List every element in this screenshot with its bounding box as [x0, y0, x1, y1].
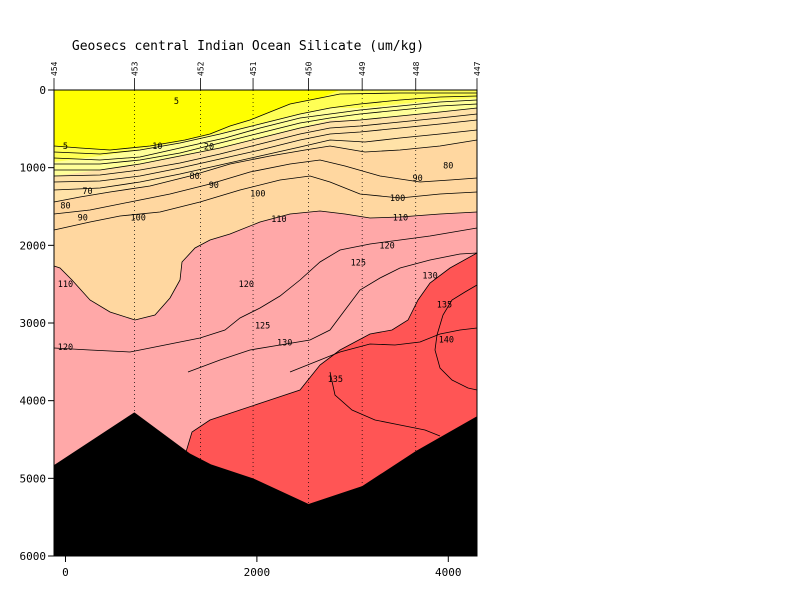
contour-line: [53, 113, 478, 177]
x-axis: 0 2000 4000: [62, 556, 462, 579]
contour-line: [53, 175, 478, 231]
zone-lt-10: [54, 90, 340, 150]
y-tick-label: 2000: [20, 239, 47, 252]
contour-label: 110: [58, 280, 73, 290]
contour-label: 100: [131, 213, 146, 223]
contour-label: 120: [239, 280, 254, 290]
contour-label: 10: [152, 142, 162, 152]
station-labels: 454 453 452 451 450 449 448 447: [50, 61, 482, 76]
station-label: 448: [412, 61, 421, 76]
contour-line: [53, 227, 478, 353]
y-tick-label: 5000: [20, 472, 47, 485]
contour-line: [53, 129, 478, 191]
station-label: 447: [473, 61, 482, 76]
contour-label: 5: [174, 97, 179, 107]
plot-area: 454 453 452 451 450 449 448 447 5 5 10 20 80 90 80 90 1…: [50, 61, 482, 556]
station-label: 454: [50, 61, 59, 76]
contour-label: 120: [58, 343, 73, 353]
contour-line: [54, 103, 478, 165]
contour-label: 120: [379, 241, 394, 251]
contour-line: [53, 139, 478, 203]
seafloor: [54, 412, 477, 556]
contour-label: 80: [60, 202, 70, 212]
contour-line: [434, 284, 478, 391]
y-tick-label: 6000: [20, 550, 47, 563]
y-tick-label: 3000: [20, 317, 47, 330]
station-label: 450: [305, 61, 314, 76]
contour-label: 130: [422, 272, 437, 282]
chart-title: Geosecs central Indian Ocean Silicate (u…: [72, 39, 424, 54]
contour-label: 100: [250, 189, 265, 199]
contour-line: [53, 159, 478, 215]
contour-label: 125: [351, 258, 366, 268]
contour-line: [185, 252, 478, 453]
contour-label: 125: [255, 321, 270, 331]
contour-label: 80: [190, 172, 200, 182]
contour-line: [53, 99, 478, 161]
contour-line: [53, 210, 478, 321]
contour-labels: 5 5 10 20 80 90 80 90 100 100 70 80 90 100 110 110 120 12…: [58, 97, 454, 385]
station-label: 449: [358, 61, 367, 76]
contour-label: 90: [78, 213, 88, 223]
contour-label: 80: [443, 161, 453, 171]
x-tick-label: 0: [62, 566, 69, 579]
x-tick-label: 2000: [244, 566, 271, 579]
station-label: 452: [196, 61, 205, 76]
contour-label: 110: [393, 213, 408, 223]
contour-line: [54, 107, 478, 171]
station-label: 453: [130, 61, 139, 76]
contour-label: 110: [271, 215, 286, 225]
y-axis: 0 1000 2000 3000 4000 5000 6000: [20, 84, 54, 563]
contour-label: 140: [439, 335, 454, 345]
y-tick-label: 4000: [20, 395, 47, 408]
station-label: 451: [249, 61, 258, 76]
contour-line: [53, 95, 478, 155]
contour-label: 90: [209, 181, 219, 191]
contour-lines: [53, 92, 478, 453]
contour-label: 20: [204, 143, 214, 153]
contour-label: 70: [82, 187, 92, 197]
contour-line: [53, 119, 478, 183]
x-tick-label: 4000: [435, 566, 462, 579]
contour-label: 90: [413, 174, 423, 184]
contour-label: 130: [277, 338, 292, 348]
y-tick-label: 1000: [20, 162, 47, 175]
contour-line: [187, 252, 478, 373]
contour-label: 135: [328, 375, 343, 385]
contour-line: [289, 327, 478, 373]
contour-label: 100: [390, 194, 405, 204]
contour-label: 135: [437, 300, 452, 310]
contour-line: [53, 92, 477, 151]
y-tick-label: 0: [39, 84, 46, 97]
contour-line: [329, 371, 441, 437]
contour-label: 5: [63, 142, 68, 152]
